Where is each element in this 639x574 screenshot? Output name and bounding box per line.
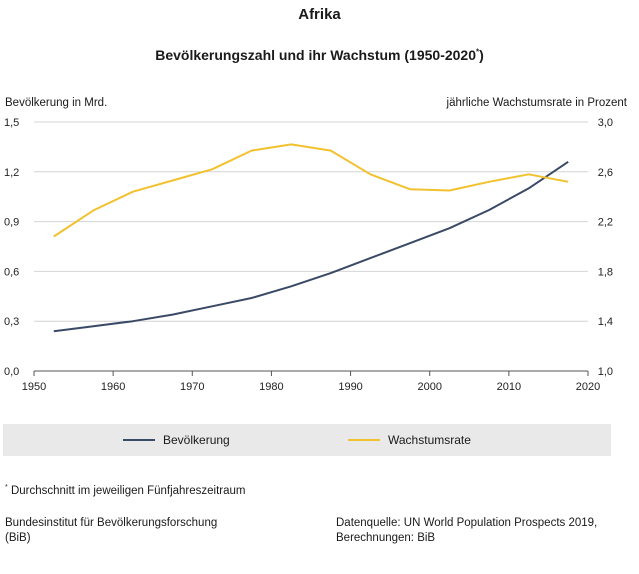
legend-label-bevoelkerung: Bevölkerung	[163, 433, 230, 447]
left-y-tick-label: 1,5	[4, 117, 19, 129]
series-line-wachstumsrate	[53, 143, 569, 238]
left-y-tick-label: 1,2	[4, 167, 19, 179]
publisher: Bundesinstitut für Bevölkerungsforschung…	[5, 516, 217, 546]
footnote-text: Durchschnitt im jeweiligen Fünfjahreszei…	[10, 484, 246, 497]
x-tick-label: 1970	[180, 381, 204, 393]
left-y-tick-label: 0,3	[4, 316, 19, 328]
series-lines	[53, 143, 569, 333]
legend-swatch-wachstumsrate	[348, 439, 380, 441]
right-y-tick-label: 2,2	[598, 217, 613, 229]
right-axis-label: jährliche Wachstumsrate in Prozent	[446, 97, 627, 109]
left-axis-label: Bevölkerung in Mrd.	[5, 97, 108, 109]
chart-legend: Bevölkerung Wachstumsrate	[3, 424, 611, 456]
chart-title-text: Bevölkerungszahl und ihr Wachstum (1950-…	[155, 47, 476, 63]
x-tick-label: 1990	[338, 381, 362, 393]
footnote-marker: *	[5, 484, 8, 491]
series-line-bevölkerung	[53, 160, 569, 333]
x-tick-label: 2010	[497, 381, 521, 393]
left-y-tick-label: 0,0	[4, 366, 19, 378]
chart-title-footnote-marker: *	[476, 47, 480, 57]
legend-swatch-bevoelkerung	[123, 439, 155, 441]
x-tick-label: 2000	[417, 381, 441, 393]
x-tick-label: 1960	[101, 381, 125, 393]
line-chart: 1950 1960 1970 1980 1990 2000 2010 2020 0,00,30…	[4, 117, 613, 393]
right-y-tick-label: 3,0	[598, 117, 613, 129]
left-y-tick-label: 0,9	[4, 217, 19, 229]
data-source-line-2: Berechnungen: BiB	[336, 532, 436, 544]
chart-region-title: Afrika	[298, 6, 341, 23]
x-axis-ticks: 1950 1960 1970 1980 1990 2000 2010 2020	[22, 371, 600, 393]
grid-lines	[34, 121, 588, 372]
x-tick-label: 1950	[22, 381, 46, 393]
legend-label-wachstumsrate: Wachstumsrate	[388, 433, 471, 447]
legend-item-wachstumsrate: Wachstumsrate	[348, 424, 471, 456]
chart-title-end: )	[479, 47, 484, 63]
footnote: * Durchschnitt im jeweiligen Fünfjahresz…	[5, 484, 246, 497]
right-y-axis-ticks: 1,0 1,4 1,8 2,2 2,6 3,0	[598, 117, 613, 378]
right-y-tick-label: 1,0	[598, 366, 613, 378]
data-source: Datenquelle: UN World Population Prospec…	[336, 516, 597, 546]
right-y-tick-label: 1,8	[598, 266, 613, 278]
left-y-axis-ticks: 0,0 0,3 0,6 0,9 1,2 1,5	[4, 117, 19, 378]
publisher-line-2: (BiB)	[5, 532, 31, 544]
publisher-line-1: Bundesinstitut für Bevölkerungsforschung	[5, 517, 218, 529]
legend-item-bevoelkerung: Bevölkerung	[123, 424, 230, 456]
right-y-tick-label: 1,4	[598, 316, 613, 328]
right-y-tick-label: 2,6	[598, 167, 613, 179]
left-y-tick-label: 0,6	[4, 266, 19, 278]
chart-title: Bevölkerungszahl und ihr Wachstum (1950-…	[0, 47, 639, 63]
x-tick-label: 2020	[576, 381, 600, 393]
x-tick-label: 1980	[259, 381, 283, 393]
data-source-line-1: Datenquelle: UN World Population Prospec…	[336, 517, 598, 529]
